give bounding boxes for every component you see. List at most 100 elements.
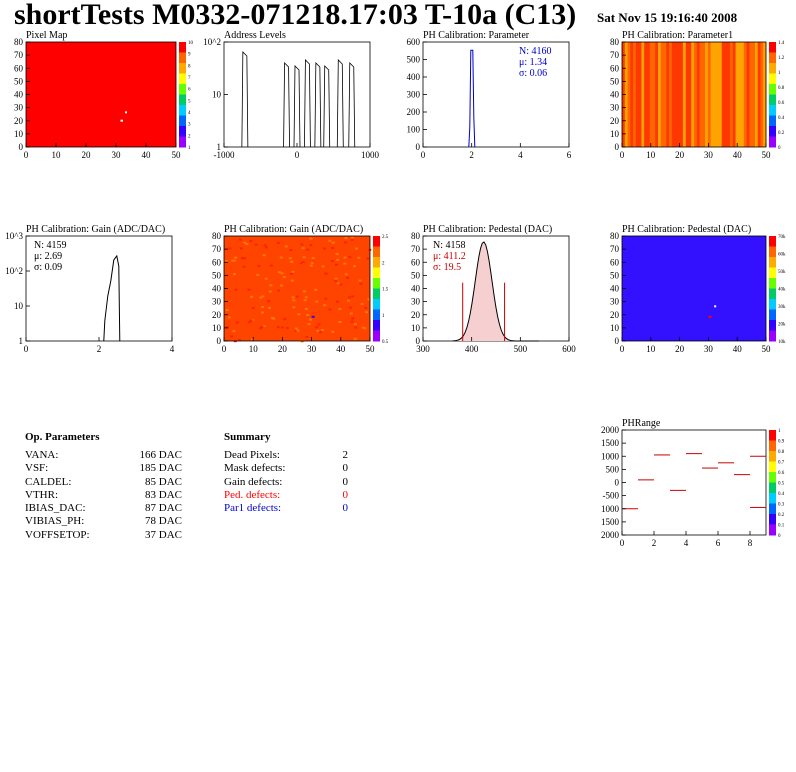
colorbar-label: 0.1 [778, 524, 785, 529]
panel-gain-hist: PH Calibration: Gain (ADC/DAC) 0 2 4 1 10 10^… [0, 222, 195, 412]
x-tick-label: 40 [336, 344, 346, 354]
y-tick-label: 50 [212, 270, 222, 280]
heatmap-cell [277, 289, 281, 292]
heatmap-column [630, 42, 634, 147]
heatmap-column [727, 42, 731, 147]
heatmap-cell [366, 257, 370, 260]
colorbar-cell [769, 472, 776, 483]
x-tick-label: 50 [762, 344, 772, 354]
colorbar-label: 1.4 [778, 41, 785, 46]
x-tick-label: 6 [716, 538, 721, 548]
heatmap-column [743, 42, 748, 147]
colorbar-cell [769, 482, 776, 494]
colorbar-label: 2.5 [382, 235, 389, 240]
colorbar-label: 1 [382, 314, 385, 319]
panel-address-levels: Address Levels -1000 0 1000 1 10 10^2 [198, 28, 393, 218]
x-tick-label: 30 [704, 344, 714, 354]
heatmap-cell [300, 243, 304, 246]
y-tick-label: 1 [19, 336, 24, 346]
heatmap-cell [309, 237, 313, 240]
heatmap-cell [338, 307, 342, 310]
colorbar-cell [179, 136, 186, 148]
heatmap-cell [239, 238, 243, 241]
heatmap-cell [234, 288, 238, 291]
heatmap-column [660, 42, 664, 147]
op-parameter-name: VTHR: [25, 488, 58, 501]
heatmap-cell [300, 262, 304, 265]
heatmap-cell [247, 288, 251, 291]
colorbar-cell [769, 257, 776, 268]
panel-title: Address Levels [224, 30, 286, 41]
colorbar-cell [179, 42, 186, 53]
heatmap-cell [302, 256, 306, 259]
heatmap-cell [354, 326, 358, 329]
panel-pedestal-hist: PH Calibration: Pedestal (DAC) 300 400 500… [397, 222, 592, 412]
heatmap-cell [314, 288, 318, 291]
heatmap-cell [277, 271, 281, 274]
y-tick-label: 30 [212, 297, 222, 307]
stat-n: N: 4160 [519, 46, 552, 57]
y-tick-label: 40 [14, 90, 24, 100]
x-tick-label: 40 [142, 150, 152, 160]
panel-title: PH Calibration: Gain (ADC/DAC) [224, 224, 363, 235]
heatmap-base [224, 236, 370, 341]
colorbar-cell [769, 52, 776, 64]
op-parameter-value: 83 DAC [145, 488, 182, 501]
heatmap-cell [301, 261, 305, 264]
y-tick-label: 70 [610, 244, 620, 254]
colorbar-label: 0.8 [778, 86, 785, 91]
x-tick-label: 6 [567, 150, 572, 160]
colorbar-cell [373, 288, 380, 300]
summary-name: Gain defects: [224, 475, 283, 488]
heatmap-column [674, 42, 678, 147]
heatmap-cell [309, 318, 313, 321]
heatmap-cell [351, 295, 355, 298]
heatmap-cell [292, 306, 296, 309]
colorbar-cell [373, 257, 380, 268]
panel-gain-map: PH Calibration: Gain (ADC/DAC) 0 10 20 30 40… [198, 222, 393, 412]
colorbar-cell [769, 42, 776, 53]
heatmap-column [677, 42, 681, 147]
op-parameter-value: 85 DAC [145, 475, 182, 488]
heatmap-cell [234, 256, 238, 259]
y-tick-label: 80 [610, 37, 620, 47]
heatmap-column [702, 42, 706, 147]
heatmap-cell [254, 243, 258, 246]
heatmap-cell [230, 335, 234, 338]
heatmap-column [730, 42, 734, 147]
heatmap-cell [363, 327, 367, 330]
pedestal-map-plot: 0 10 20 30 40 50 0 10 20 30 40 50 60 70 80 70k 60k 50k 40k… [610, 231, 786, 354]
heatmap-column [669, 42, 673, 147]
op-parameter-row: VANA: 166 DAC [25, 449, 182, 462]
heatmap-column [680, 42, 684, 147]
y-tick-label: 300 [407, 90, 421, 100]
heatmap-cell [334, 280, 338, 283]
colorbar-label: 20k [778, 323, 786, 328]
y-tick-label: 500 [606, 464, 620, 474]
heatmap-column [624, 42, 628, 147]
panel-ph-parameter1: PH Calibration: Parameter1 0 10 20 30 40 50 0 1… [596, 28, 791, 218]
heatmap-cell [358, 279, 362, 282]
summary-value: 0 [342, 488, 349, 501]
phrange-plot: 0 2 4 6 8 2000 1500 1000 500 0 -500 1000 1500 2000 1 0.… [601, 425, 785, 548]
heatmap-cell [323, 304, 327, 307]
heatmap-cell [297, 313, 301, 316]
heatmap-cell [295, 295, 299, 298]
heatmap-cell [251, 338, 255, 341]
x-tick-label: 0 [620, 150, 625, 160]
op-parameters-title: Op. Parameters [25, 431, 100, 443]
heatmap-cell [355, 247, 359, 250]
pedestal-map-chart: PH Calibration: Pedestal (DAC) 0 10 20 30 40… [610, 224, 786, 354]
summary-value: 0 [342, 502, 349, 515]
summary-row: Mask defects: 0 [224, 462, 348, 475]
colorbar-cell [769, 514, 776, 525]
panel-title: PHRange [622, 418, 661, 429]
op-parameter-value: 87 DAC [145, 502, 182, 515]
colorbar-label: 0.2 [778, 131, 785, 136]
y-tick-label: 20 [411, 310, 421, 320]
colorbar-label: 10k [778, 340, 786, 345]
colorbar-label: 2 [188, 134, 191, 139]
colorbar-cell [769, 440, 776, 452]
y-tick-label: 500 [407, 55, 421, 65]
heatmap-column [707, 42, 712, 147]
